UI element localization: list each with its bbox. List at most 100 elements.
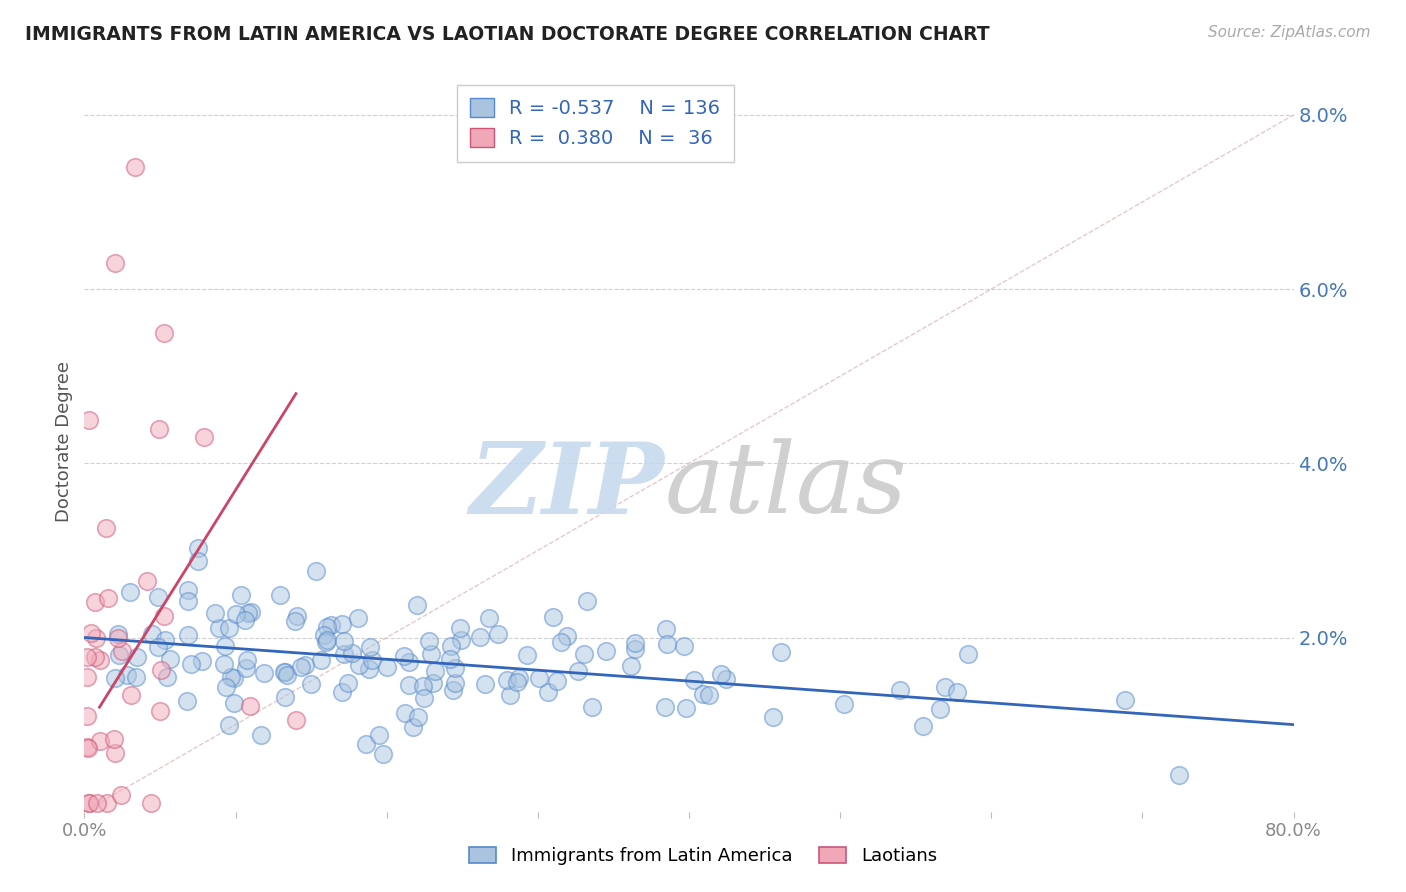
Point	[333, 634, 356, 648]
Point	[418, 633, 440, 648]
Point	[124, 670, 146, 684]
Point	[1114, 693, 1136, 707]
Point	[212, 657, 235, 672]
Point	[332, 648, 354, 662]
Point	[498, 688, 520, 702]
Point	[392, 649, 415, 664]
Point	[444, 676, 467, 690]
Point	[911, 719, 934, 733]
Point	[488, 626, 510, 640]
Point	[541, 610, 564, 624]
Point	[673, 639, 696, 653]
Point	[468, 630, 491, 644]
Point	[359, 640, 381, 655]
Point	[218, 718, 240, 732]
Point	[478, 611, 501, 625]
Point	[219, 669, 242, 683]
Point	[193, 430, 215, 444]
Point	[595, 644, 617, 658]
Point	[655, 637, 678, 651]
Point	[304, 564, 326, 578]
Point	[412, 690, 434, 705]
Point	[330, 685, 353, 699]
Point	[125, 650, 148, 665]
Point	[104, 746, 127, 760]
Point	[474, 677, 496, 691]
Point	[312, 628, 335, 642]
Point	[394, 706, 416, 720]
Point	[153, 609, 176, 624]
Point	[945, 685, 967, 699]
Point	[506, 674, 529, 689]
Point	[347, 657, 370, 672]
Point	[107, 631, 129, 645]
Point	[108, 648, 131, 663]
Point	[624, 635, 647, 649]
Point	[709, 667, 731, 681]
Point	[682, 673, 704, 687]
Point	[699, 688, 721, 702]
Point	[148, 422, 170, 436]
Point	[572, 648, 595, 662]
Point	[299, 677, 322, 691]
Point	[575, 594, 598, 608]
Point	[406, 710, 429, 724]
Point	[176, 694, 198, 708]
Point	[285, 713, 308, 727]
Point	[148, 591, 170, 605]
Point	[250, 728, 273, 742]
Point	[315, 634, 337, 648]
Legend: R = -0.537    N = 136, R =  0.380    N =  36: R = -0.537 N = 136, R = 0.380 N = 36	[457, 85, 734, 161]
Point	[76, 670, 98, 684]
Point	[149, 704, 172, 718]
Point	[76, 709, 98, 723]
Point	[111, 644, 134, 658]
Point	[239, 699, 262, 714]
Point	[450, 632, 472, 647]
Point	[89, 653, 111, 667]
Point	[527, 671, 550, 685]
Point	[103, 731, 125, 746]
Point	[423, 664, 446, 678]
Point	[567, 664, 589, 678]
Point	[233, 613, 256, 627]
Point	[581, 700, 603, 714]
Point	[412, 679, 434, 693]
Point	[120, 688, 142, 702]
Legend: Immigrants from Latin America, Laotians: Immigrants from Latin America, Laotians	[460, 838, 946, 874]
Point	[309, 653, 332, 667]
Point	[141, 627, 163, 641]
Point	[115, 668, 138, 682]
Text: IMMIGRANTS FROM LATIN AMERICA VS LAOTIAN DOCTORATE DEGREE CORRELATION CHART: IMMIGRANTS FROM LATIN AMERICA VS LAOTIAN…	[25, 25, 990, 44]
Point	[508, 671, 530, 685]
Point	[316, 633, 339, 648]
Point	[347, 611, 370, 625]
Point	[153, 632, 176, 647]
Point	[77, 796, 100, 810]
Point	[253, 666, 276, 681]
Point	[84, 595, 107, 609]
Point	[402, 720, 425, 734]
Point	[229, 588, 252, 602]
Point	[208, 622, 231, 636]
Point	[398, 655, 420, 669]
Point	[159, 652, 181, 666]
Point	[89, 733, 111, 747]
Point	[273, 665, 295, 679]
Point	[620, 658, 643, 673]
Point	[225, 607, 247, 622]
Point	[269, 588, 291, 602]
Point	[337, 675, 360, 690]
Point	[555, 628, 578, 642]
Point	[340, 646, 363, 660]
Point	[152, 326, 174, 340]
Point	[236, 653, 259, 667]
Point	[769, 645, 792, 659]
Point	[321, 618, 343, 632]
Point	[146, 640, 169, 654]
Point	[290, 660, 312, 674]
Point	[236, 606, 259, 620]
Point	[214, 640, 236, 654]
Point	[371, 747, 394, 761]
Point	[218, 621, 240, 635]
